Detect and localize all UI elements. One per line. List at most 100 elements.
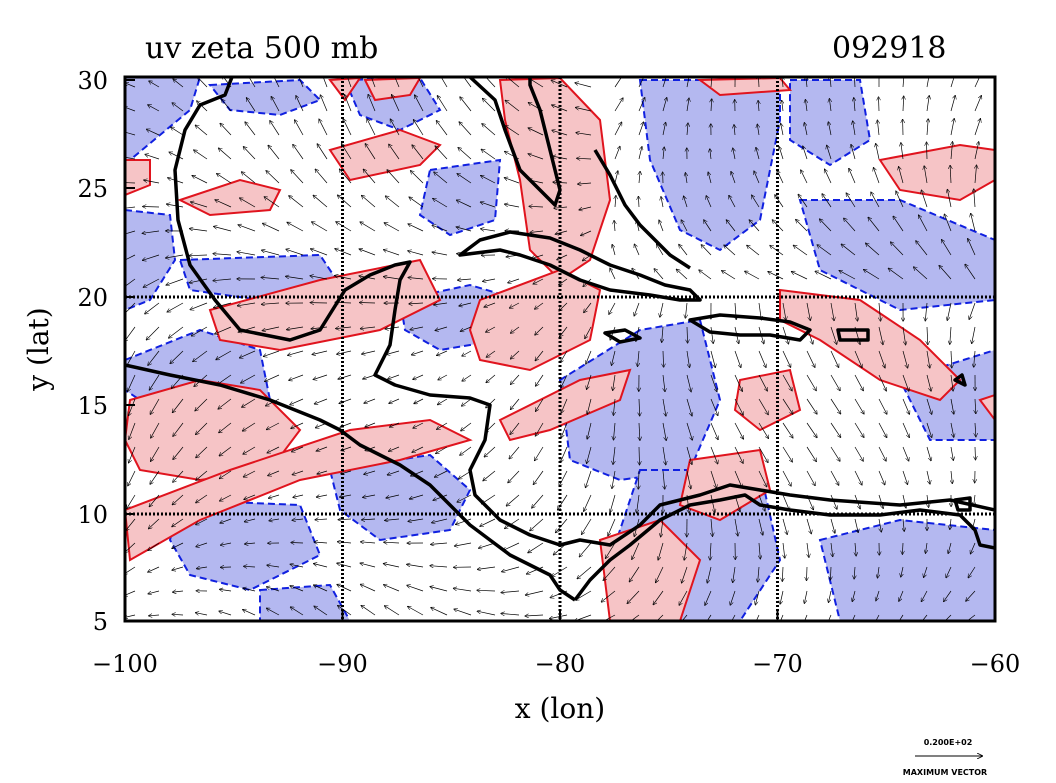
wind-vector <box>247 98 256 112</box>
wind-vector <box>629 566 640 582</box>
wind-vector <box>854 422 864 437</box>
wind-vector <box>586 350 592 364</box>
wind-vector <box>455 542 472 546</box>
wind-vector <box>606 542 616 558</box>
wind-vector <box>686 470 691 489</box>
wind-vector <box>509 446 520 459</box>
wind-vector <box>360 563 376 568</box>
wind-vector <box>916 241 928 256</box>
wind-vector <box>486 374 496 383</box>
wind-vector <box>685 173 687 184</box>
y-tick-label: 25 <box>77 175 108 203</box>
wind-vector <box>552 105 568 112</box>
wind-vector <box>627 590 640 603</box>
wind-vector <box>921 190 928 208</box>
wind-vector <box>525 615 544 616</box>
wind-vector <box>340 169 352 184</box>
wind-vector <box>129 446 136 463</box>
wind-vector <box>173 446 184 459</box>
negative-region <box>125 77 202 181</box>
wind-vector <box>734 518 738 536</box>
wind-vector <box>926 374 931 391</box>
wind-vector <box>584 494 592 511</box>
wind-vector <box>710 374 717 391</box>
wind-vector <box>508 470 520 483</box>
wind-vector <box>661 518 664 537</box>
wind-vector <box>828 122 832 136</box>
wind-vector <box>827 145 832 160</box>
wind-vector <box>878 494 883 508</box>
wind-vector <box>148 350 160 365</box>
wind-vector <box>385 519 400 520</box>
wind-vector <box>481 229 496 231</box>
wind-vector <box>730 590 736 605</box>
wind-vector <box>975 398 976 414</box>
wind-vector <box>362 519 376 520</box>
wind-vector <box>658 542 664 560</box>
wind-vector <box>407 585 424 592</box>
wind-vector <box>271 97 280 112</box>
wind-vector <box>902 470 908 484</box>
wind-vector <box>435 326 448 331</box>
wind-vector <box>757 124 759 136</box>
wind-vector <box>662 422 666 440</box>
wind-vector <box>614 147 620 160</box>
wind-vector <box>505 178 520 184</box>
wind-vector <box>196 470 208 480</box>
wind-vector <box>394 77 400 88</box>
wind-vector <box>731 172 736 184</box>
wind-vector <box>614 122 622 136</box>
wind-vector <box>505 204 520 208</box>
wind-vector <box>505 126 520 136</box>
wind-vector <box>854 302 858 321</box>
y-tick-label: 5 <box>93 608 108 636</box>
wind-vector <box>125 182 136 184</box>
positive-vorticity-regions <box>125 77 995 621</box>
wind-vector <box>437 422 448 429</box>
wind-vector <box>408 251 424 256</box>
wind-vector <box>286 276 304 280</box>
wind-vector <box>710 398 718 415</box>
wind-vector <box>879 518 881 532</box>
wind-vector <box>686 446 692 464</box>
wind-vector <box>171 127 184 136</box>
wind-vector <box>706 196 712 208</box>
wind-vector <box>386 196 400 208</box>
wind-vector <box>614 98 623 112</box>
wind-vector <box>972 326 976 343</box>
wind-vector <box>240 350 256 358</box>
wind-vector <box>244 470 256 477</box>
wind-vector <box>662 326 663 342</box>
wind-vector <box>639 422 640 440</box>
wind-vector <box>242 398 256 407</box>
wind-vector <box>899 590 904 601</box>
wind-vector <box>364 398 376 403</box>
wind-vector <box>614 221 615 232</box>
wind-vector <box>460 446 472 455</box>
wind-vector <box>876 590 880 601</box>
wind-vector <box>238 302 256 306</box>
wind-vector <box>457 174 472 184</box>
wind-vector <box>552 130 568 136</box>
wind-vector <box>535 422 544 436</box>
wind-vector <box>387 470 400 475</box>
wind-vector <box>971 214 976 232</box>
wind-vector <box>854 98 855 112</box>
wind-vector <box>559 278 568 285</box>
wind-vector <box>503 542 520 550</box>
wind-vector <box>807 542 809 557</box>
wind-vector <box>528 154 544 160</box>
wind-vector <box>505 518 520 529</box>
wind-vector <box>247 77 256 88</box>
wind-vector <box>289 196 304 208</box>
negative-region <box>558 318 722 482</box>
wind-vector <box>315 519 328 520</box>
wind-vector <box>710 446 718 464</box>
wind-vector <box>705 590 712 605</box>
wind-vector <box>830 350 839 367</box>
wind-vector <box>711 77 712 88</box>
wind-vector <box>173 79 184 88</box>
wind-vector <box>172 614 184 615</box>
wind-vector <box>710 149 711 160</box>
wind-vector <box>151 422 160 438</box>
